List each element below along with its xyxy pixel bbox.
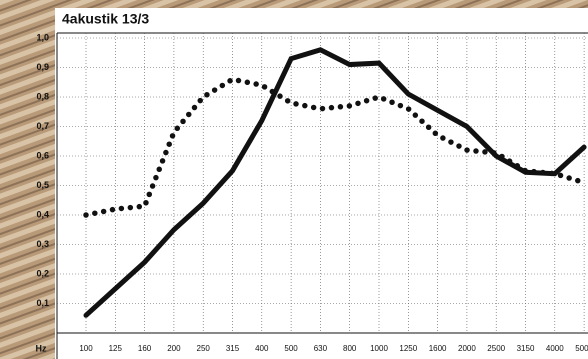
dotted-line <box>83 76 587 218</box>
y-tick-label: 0,1 <box>36 298 49 308</box>
x-tick-label: 1250 <box>399 344 417 353</box>
y-tick-label: 0,5 <box>36 180 49 190</box>
y-tick-label: 0,9 <box>36 62 49 72</box>
x-tick-label: 400 <box>255 344 269 353</box>
x-tick-label: 800 <box>343 344 357 353</box>
x-tick-label: 200 <box>167 344 181 353</box>
x-tick-label: 1000 <box>370 344 388 353</box>
y-tick-label: 0,2 <box>36 268 49 278</box>
y-tick-label: 1,0 <box>36 32 49 42</box>
x-tick-label: 160 <box>138 344 152 353</box>
x-tick-label: 3150 <box>517 344 535 353</box>
x-tick-label: 5000 <box>575 344 588 353</box>
chart-panel <box>55 8 588 359</box>
x-tick-label: 2000 <box>458 344 476 353</box>
x-tick-label: 630 <box>314 344 328 353</box>
y-tick-label: 0,7 <box>36 121 49 131</box>
y-tick-label: 0,6 <box>36 150 49 160</box>
x-tick-label: 315 <box>226 344 240 353</box>
x-tick-label: 250 <box>197 344 211 353</box>
x-tick-label: 1600 <box>429 344 447 353</box>
y-tick-label: 0,3 <box>36 239 49 249</box>
x-tick-label: 500 <box>284 344 298 353</box>
x-axis-label: Hz <box>36 343 47 353</box>
chart-title: 4akustik 13/3 <box>62 11 149 27</box>
x-tick-label: 125 <box>109 344 123 353</box>
x-tick-label: 2500 <box>487 344 505 353</box>
x-tick-label: 100 <box>79 344 93 353</box>
x-tick-label: 4000 <box>546 344 564 353</box>
y-tick-label: 0,4 <box>36 209 49 219</box>
y-tick-label: 0,8 <box>36 91 49 101</box>
